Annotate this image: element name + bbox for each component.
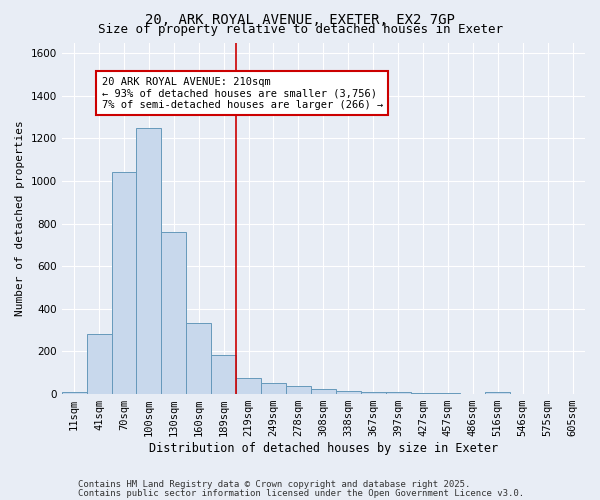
Bar bbox=[311, 389, 336, 394]
Bar bbox=[261, 384, 286, 394]
Text: Contains public sector information licensed under the Open Government Licence v3: Contains public sector information licen… bbox=[78, 488, 524, 498]
Bar bbox=[62, 392, 86, 394]
Bar bbox=[161, 232, 186, 394]
Y-axis label: Number of detached properties: Number of detached properties bbox=[15, 120, 25, 316]
Bar bbox=[86, 334, 112, 394]
Bar bbox=[286, 386, 311, 394]
Bar bbox=[112, 172, 136, 394]
Bar bbox=[136, 128, 161, 394]
Text: 20, ARK ROYAL AVENUE, EXETER, EX2 7GP: 20, ARK ROYAL AVENUE, EXETER, EX2 7GP bbox=[145, 12, 455, 26]
Bar bbox=[361, 392, 386, 394]
Bar bbox=[211, 354, 236, 394]
Bar bbox=[236, 378, 261, 394]
Bar bbox=[336, 391, 361, 394]
X-axis label: Distribution of detached houses by size in Exeter: Distribution of detached houses by size … bbox=[149, 442, 498, 455]
Bar bbox=[186, 322, 211, 394]
Text: Size of property relative to detached houses in Exeter: Size of property relative to detached ho… bbox=[97, 22, 503, 36]
Text: 20 ARK ROYAL AVENUE: 210sqm
← 93% of detached houses are smaller (3,756)
7% of s: 20 ARK ROYAL AVENUE: 210sqm ← 93% of det… bbox=[101, 76, 383, 110]
Text: Contains HM Land Registry data © Crown copyright and database right 2025.: Contains HM Land Registry data © Crown c… bbox=[78, 480, 470, 489]
Bar bbox=[485, 392, 510, 394]
Bar bbox=[436, 393, 460, 394]
Bar bbox=[410, 393, 436, 394]
Bar bbox=[386, 392, 410, 394]
